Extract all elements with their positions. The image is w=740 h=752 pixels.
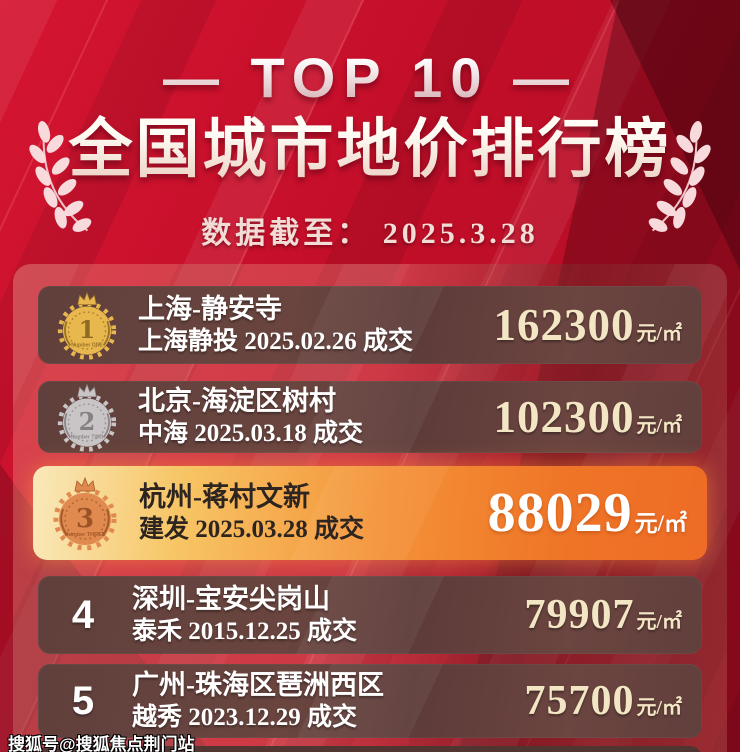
rank-row-6-cutoff (38, 746, 702, 752)
deal-info: 上海静投 2025.02.26 成交 (138, 327, 414, 355)
page-title: 全国城市地价排行榜 (0, 112, 740, 189)
price-number: 88029 (487, 482, 633, 544)
price-value: 162300 元/㎡ (493, 299, 682, 351)
deal-info: 越秀 2023.12.29 成交 (132, 703, 358, 731)
price-unit: 元/㎡ (636, 697, 682, 719)
plot-name: 杭州-蒋村文新 (139, 482, 310, 513)
rank-row-2: 2 Number TWO 北京-海淀区树村 中海 2025.03.18 成交 1… (38, 381, 702, 453)
medal-caption: Number ONE (71, 342, 103, 348)
rank-number: 1 (79, 315, 96, 344)
deal-info: 中海 2025.03.18 成交 (138, 419, 364, 447)
price-number: 162300 (493, 300, 635, 350)
price-value: 75700 元/㎡ (524, 677, 682, 725)
plot-name: 北京-海淀区树村 (138, 386, 336, 417)
rank-row-1: 1 Number ONE 上海-静安寺 上海静投 2025.02.26 成交 1… (38, 286, 702, 364)
plot-name: 上海-静安寺 (138, 294, 282, 325)
rank-row-5: 5 广州-珠海区琶洲西区 越秀 2023.12.29 成交 75700 元/㎡ (38, 664, 702, 738)
medal-caption: Number THREE (65, 532, 106, 538)
rank-number: 4 (71, 592, 95, 637)
rank-row-3-highlighted: 3 Number THREE 杭州-蒋村文新 建发 2025.03.28 成交 … (33, 466, 707, 560)
price-unit: 元/㎡ (634, 511, 687, 536)
price-unit: 元/㎡ (636, 323, 682, 345)
price-unit: 元/㎡ (636, 611, 682, 633)
top10-title: — TOP 10 — (0, 50, 740, 106)
watermark: 搜狐号@搜狐焦点荆门站 (8, 735, 195, 752)
deal-info: 建发 2025.03.28 成交 (139, 515, 365, 543)
laurel-branch-icon (648, 121, 711, 232)
price-value: 79907 元/㎡ (524, 591, 682, 639)
rank-row-4: 4 深圳-宝安尖岗山 泰禾 2015.12.25 成交 79907 元/㎡ (38, 576, 702, 654)
medal-caption: Number TWO (71, 434, 103, 440)
bronze-medal-icon: 3 Number THREE (45, 473, 125, 553)
data-cutoff-subtitle: 数据截至： 2025.3.28 (201, 217, 539, 250)
price-value: 102300 元/㎡ (493, 391, 682, 443)
deal-info: 泰禾 2015.12.25 成交 (132, 617, 358, 645)
price-number: 79907 (524, 592, 635, 638)
silver-medal-icon: 2 Number TWO (50, 380, 124, 454)
plot-name: 深圳-宝安尖岗山 (132, 584, 330, 615)
gold-medal-icon: 1 Number ONE (50, 288, 124, 362)
rank-number: 3 (76, 504, 94, 534)
price-number: 102300 (493, 392, 635, 442)
ranking-list-panel: 1 Number ONE 上海-静安寺 上海静投 2025.02.26 成交 1… (13, 264, 727, 752)
laurel-branch-icon (29, 121, 92, 232)
price-unit: 元/㎡ (636, 415, 682, 437)
plot-name: 广州-珠海区琶洲西区 (132, 670, 384, 701)
price-number: 75700 (524, 678, 635, 724)
rank-number: 2 (79, 407, 96, 436)
rank-number: 5 (71, 678, 95, 723)
price-value: 88029 元/㎡ (488, 481, 687, 545)
